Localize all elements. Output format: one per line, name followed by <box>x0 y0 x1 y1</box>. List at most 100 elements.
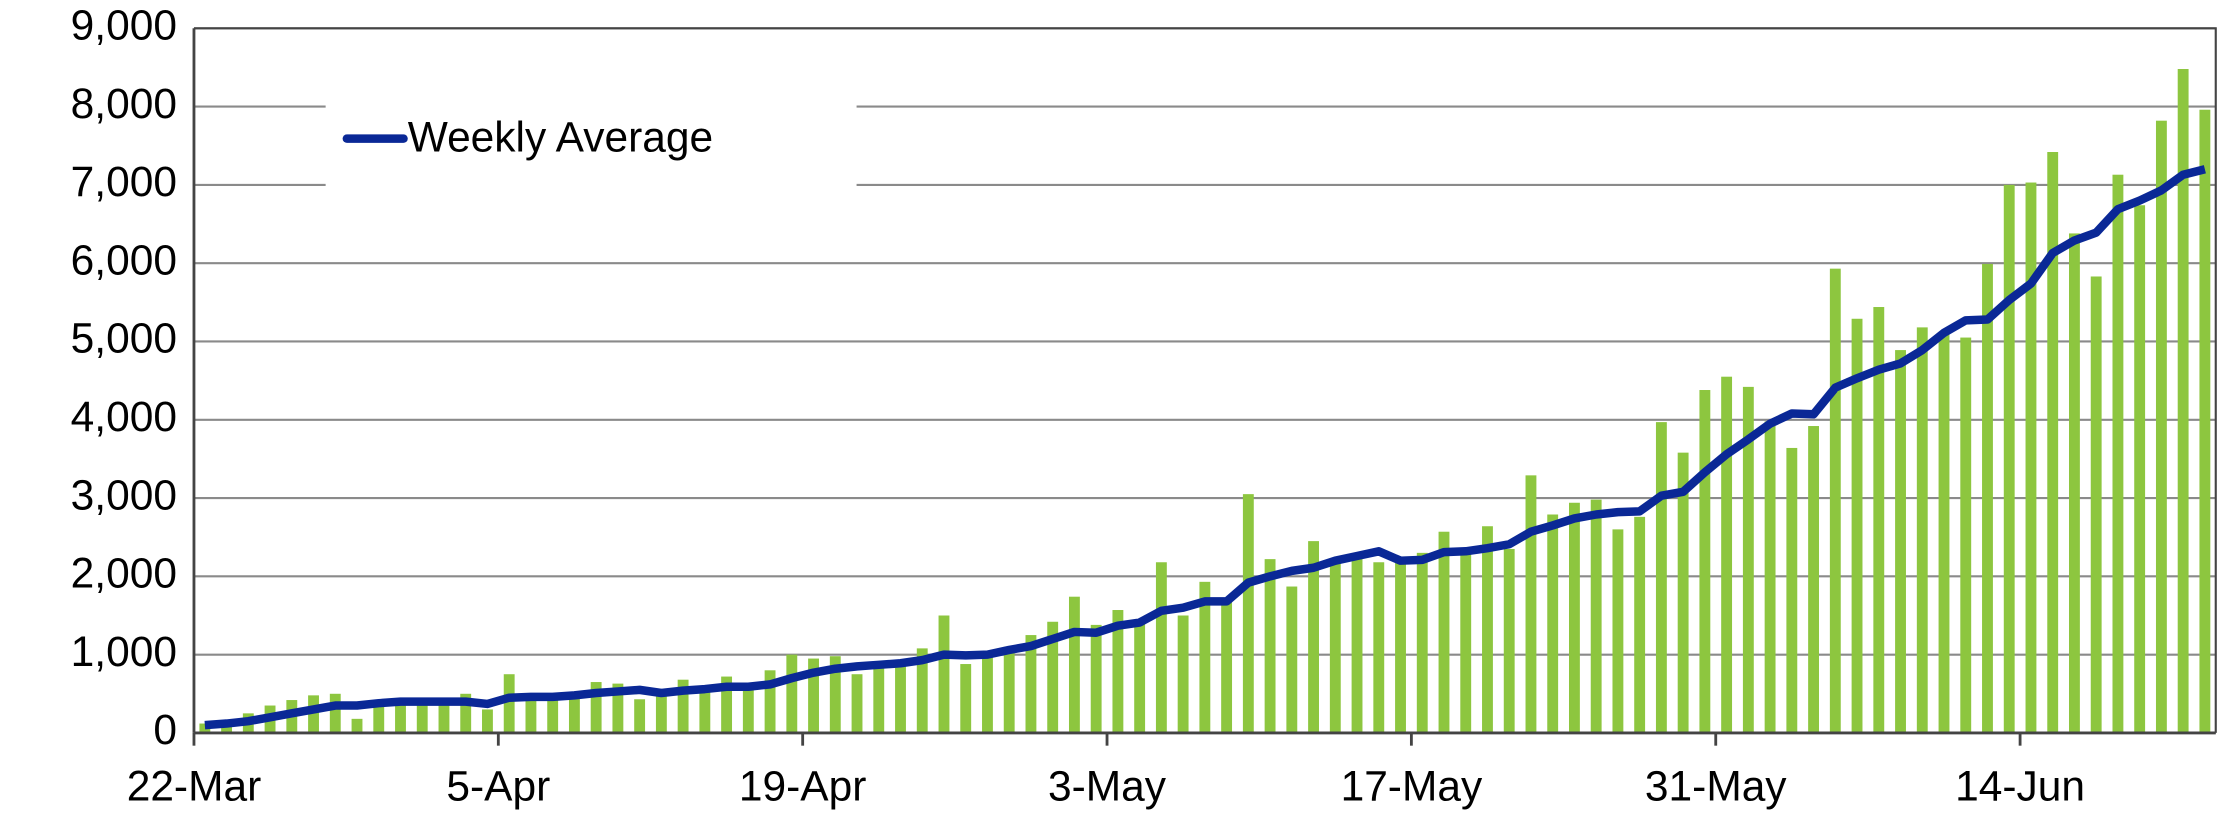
bar <box>1395 558 1406 733</box>
bar <box>1199 581 1211 733</box>
bar <box>1177 615 1189 733</box>
bar <box>2003 184 2015 733</box>
y-tick-label: 4,000 <box>71 393 177 440</box>
x-tick-label: 3-May <box>1048 763 1167 810</box>
bar <box>742 684 754 733</box>
bar <box>2025 182 2037 733</box>
bar <box>1851 318 1863 733</box>
bar <box>1895 350 1906 733</box>
bar <box>1721 376 1733 733</box>
y-tick-label: 1,000 <box>71 628 177 675</box>
y-tick-label: 0 <box>153 706 177 753</box>
legend-background <box>325 84 857 192</box>
bar <box>2090 276 2102 733</box>
x-tick-label: 14-Jun <box>1955 763 2085 810</box>
y-tick-label: 8,000 <box>71 80 177 127</box>
bar <box>895 662 906 733</box>
bar <box>1242 494 1254 733</box>
bar <box>590 682 602 733</box>
bar <box>1373 562 1385 733</box>
bar <box>938 615 950 733</box>
bar <box>2199 109 2211 733</box>
bar <box>612 683 624 733</box>
bar <box>416 703 428 733</box>
bar <box>1764 421 1776 733</box>
bar <box>199 723 211 733</box>
bar <box>1938 333 1950 733</box>
bar <box>1155 562 1167 733</box>
x-tick-label: 5-Apr <box>446 763 550 810</box>
y-tick-label: 2,000 <box>71 550 177 597</box>
bar <box>1003 646 1015 733</box>
bar <box>982 656 993 733</box>
bar <box>2134 205 2146 733</box>
bar <box>764 670 776 733</box>
x-tick-label: 17-May <box>1341 763 1483 810</box>
bar <box>1612 529 1624 733</box>
bar <box>808 658 819 733</box>
y-tick-label: 7,000 <box>71 158 177 205</box>
bar <box>1960 337 1972 733</box>
bar <box>699 685 711 733</box>
bar <box>1221 599 1233 733</box>
bar <box>677 679 689 733</box>
bar <box>1112 610 1124 733</box>
bar <box>503 674 515 733</box>
bar <box>1916 327 1928 733</box>
bar <box>1025 635 1037 733</box>
bar <box>373 703 385 733</box>
line <box>204 165 2206 730</box>
bar <box>395 705 406 733</box>
bar <box>1460 548 1472 733</box>
bar <box>1547 514 1559 733</box>
bar <box>1808 426 1820 733</box>
bar <box>1786 447 1798 733</box>
bar <box>1438 531 1450 733</box>
bar <box>329 693 341 733</box>
bar <box>2069 233 2080 733</box>
bar <box>1351 556 1363 733</box>
bar <box>2112 174 2124 733</box>
y-tick-label: 9,000 <box>71 2 177 49</box>
bar <box>873 666 885 733</box>
x-tick-label: 19-Apr <box>739 763 866 810</box>
bar <box>1264 559 1276 733</box>
bar <box>851 674 863 733</box>
bar <box>1655 422 1667 733</box>
bar <box>1873 307 1885 733</box>
bar <box>547 699 559 733</box>
bar <box>655 689 667 733</box>
bar <box>634 699 646 733</box>
bar <box>829 656 841 733</box>
bar <box>1982 263 1993 733</box>
bar <box>482 709 493 733</box>
bar <box>1590 499 1602 733</box>
bar <box>916 648 928 733</box>
bar <box>1329 558 1341 733</box>
bar <box>1699 390 1711 733</box>
bar <box>1525 475 1537 733</box>
x-tick-label: 22-Mar <box>127 763 262 810</box>
bar <box>1286 586 1298 733</box>
bar <box>1416 552 1428 733</box>
bar <box>525 697 537 733</box>
y-tick-label: 5,000 <box>71 315 177 362</box>
bar <box>460 693 472 733</box>
bar <box>786 654 798 733</box>
y-tick-label: 6,000 <box>71 236 177 283</box>
bar <box>1568 502 1580 733</box>
bar <box>1482 526 1493 733</box>
bar <box>1742 386 1754 733</box>
bar <box>1829 268 1841 733</box>
bar <box>2047 152 2059 733</box>
bar <box>1308 541 1319 733</box>
bar <box>1047 621 1059 733</box>
bar <box>2177 69 2189 733</box>
plot-frame <box>193 27 2217 733</box>
bar <box>438 701 450 733</box>
bar <box>1134 619 1146 733</box>
bar <box>960 664 972 733</box>
bar <box>1068 596 1080 733</box>
bar <box>1634 516 1646 733</box>
